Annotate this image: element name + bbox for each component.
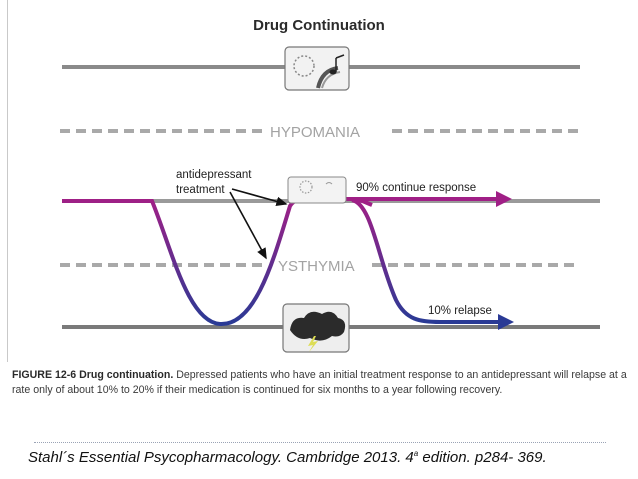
citation: Stahl´s Essential Psycopharmacology. Cam… [28, 449, 636, 466]
small-sun-icon [287, 176, 347, 204]
diagram-title: Drug Continuation [253, 17, 385, 34]
caption-text: Depressed patients who have an initial t… [12, 369, 627, 396]
relapse-curve [351, 198, 500, 324]
citation-superscript: a [413, 449, 419, 458]
treatment-pointer-upper [231, 188, 288, 207]
citation-divider [34, 442, 606, 443]
citation-end: edition. p284- 369. [418, 449, 547, 466]
relapse-label: 10% relapse [428, 305, 492, 317]
hypomania-label: HYPOMANIA [270, 124, 360, 141]
treatment-annotation-line2: treatment [176, 184, 225, 196]
drug-continuation-diagram: Drug Continuation HYPOMANIA YSTHYMIA 90%… [60, 17, 600, 353]
relapse-arrowhead [498, 314, 514, 330]
sun-music-icon [284, 46, 350, 91]
continue-response-label: 90% continue response [356, 182, 476, 194]
figure-border [7, 0, 8, 362]
continue-response-arrowhead [496, 191, 512, 207]
dysthymia-label: YSTHYMIA [278, 258, 355, 275]
citation-main: Stahl´s Essential Psycopharmacology. Cam… [28, 449, 414, 466]
storm-cloud-icon [282, 303, 350, 353]
response-curve [62, 197, 313, 327]
treatment-pointer-lower [229, 191, 267, 260]
treatment-annotation-line1: antidepressant [176, 169, 252, 181]
caption-lead: FIGURE 12-6 Drug continuation. [12, 369, 174, 381]
figure-caption: FIGURE 12-6 Drug continuation. Depressed… [12, 368, 630, 398]
